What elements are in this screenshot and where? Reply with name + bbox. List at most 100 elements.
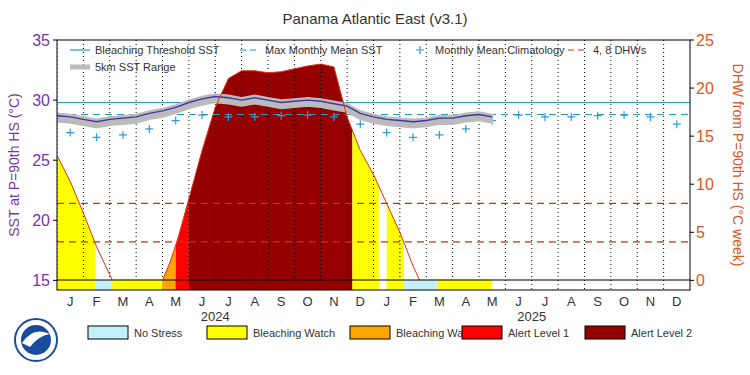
legend-symbol <box>416 46 424 54</box>
x-tick-label: F <box>409 294 417 309</box>
y2-tick-label: 25 <box>696 32 714 49</box>
legend-label: 5km SST Range <box>95 61 176 73</box>
status-segment <box>163 280 176 290</box>
x-tick-label: A <box>250 294 259 309</box>
climatology-marker <box>383 129 391 137</box>
dhw-status-fill <box>57 64 95 290</box>
grid-line <box>268 40 269 290</box>
y2-tick-label: 5 <box>696 224 705 241</box>
status-legend-box <box>350 326 390 339</box>
logo-inner <box>21 325 51 355</box>
y-tick <box>53 160 57 161</box>
x-tick-label: A <box>461 294 470 309</box>
grid-line <box>241 40 242 290</box>
dhw-status-fill <box>112 64 162 290</box>
threshold-line <box>57 102 690 103</box>
dhw-status-fill <box>387 64 404 290</box>
grid-line <box>505 40 506 290</box>
climatology-marker <box>462 125 470 133</box>
y-tick-label: 15 <box>32 272 50 289</box>
x-tick-label: J <box>383 294 390 309</box>
status-segment <box>404 280 438 290</box>
x-tick-label: D <box>356 294 365 309</box>
y2-tick <box>690 136 694 137</box>
status-legend-box <box>462 326 502 339</box>
status-legend-box <box>88 326 128 339</box>
climatology-marker <box>330 113 338 121</box>
logo <box>15 319 57 361</box>
status-segment <box>352 280 378 290</box>
grid-line <box>479 40 480 290</box>
y2-tick-label: 20 <box>696 80 714 97</box>
background <box>0 0 750 375</box>
climatology-marker <box>304 111 312 119</box>
climatology-marker <box>198 111 206 119</box>
legend-symbol <box>568 49 588 50</box>
x-tick-label: J <box>515 294 522 309</box>
x-tick-label: M <box>487 294 498 309</box>
climatology-marker <box>119 131 127 139</box>
climatology-marker <box>409 133 417 141</box>
dhw-status-fill <box>176 64 189 290</box>
legend-symbol <box>70 65 90 70</box>
x-tick-label: N <box>646 294 655 309</box>
dhw-status-fill <box>438 64 492 290</box>
x-tick-label: S <box>277 294 286 309</box>
climatology-marker <box>620 111 628 119</box>
grid-line <box>294 40 295 290</box>
year-label: 2025 <box>517 309 546 324</box>
status-legend-label: Alert Level 1 <box>508 327 569 339</box>
climatology-marker <box>594 112 602 120</box>
y2-tick <box>690 232 694 233</box>
grid-line <box>452 40 453 290</box>
status-segment <box>176 280 189 290</box>
x-tick-label: M <box>434 294 445 309</box>
threshold-line <box>57 241 690 242</box>
status-segment <box>112 280 162 290</box>
grid-line <box>188 40 189 290</box>
climatology-marker <box>145 125 153 133</box>
climatology-marker <box>251 113 259 121</box>
plot-frame <box>57 40 690 290</box>
x-tick-label: J <box>67 294 74 309</box>
status-segment <box>387 280 404 290</box>
x-tick-label: M <box>170 294 181 309</box>
climatology-marker <box>356 120 364 128</box>
year-label: 2024 <box>201 309 230 324</box>
climatology-marker <box>515 111 523 119</box>
x-tick-label: A <box>567 294 576 309</box>
grid-line <box>83 40 84 290</box>
x-tick-label: M <box>118 294 129 309</box>
grid-line <box>637 40 638 290</box>
y2-tick-label: 10 <box>696 176 714 193</box>
climatology-marker <box>277 112 285 120</box>
grid-line <box>347 40 348 290</box>
dhw-status-fill <box>163 64 176 290</box>
climatology-marker <box>567 113 575 121</box>
y-tick <box>53 280 57 281</box>
x-tick-label: S <box>593 294 602 309</box>
dhw-status-fill <box>189 64 353 290</box>
sst-line <box>57 96 492 121</box>
logo-bird <box>22 331 50 347</box>
status-strip <box>57 280 492 290</box>
climatology-marker <box>224 113 232 121</box>
status-legend-box <box>585 326 625 339</box>
climatology-marker <box>673 120 681 128</box>
grid-line <box>531 40 532 290</box>
plot-area <box>57 40 690 290</box>
x-tick-label: F <box>93 294 101 309</box>
grid-line <box>584 40 585 290</box>
status-segment <box>95 280 112 290</box>
grid-line <box>136 40 137 290</box>
x-tick-label: N <box>329 294 338 309</box>
y-tick <box>53 40 57 41</box>
grid-line <box>109 40 110 290</box>
status-legend-label: Alert Level 2 <box>631 327 692 339</box>
dhw-line <box>57 64 492 280</box>
grid-line <box>399 40 400 290</box>
grid-line <box>215 40 216 290</box>
status-legend-label: Bleaching Watch <box>253 327 335 339</box>
y2-tick <box>690 280 694 281</box>
y-tick-label: 30 <box>32 92 50 109</box>
